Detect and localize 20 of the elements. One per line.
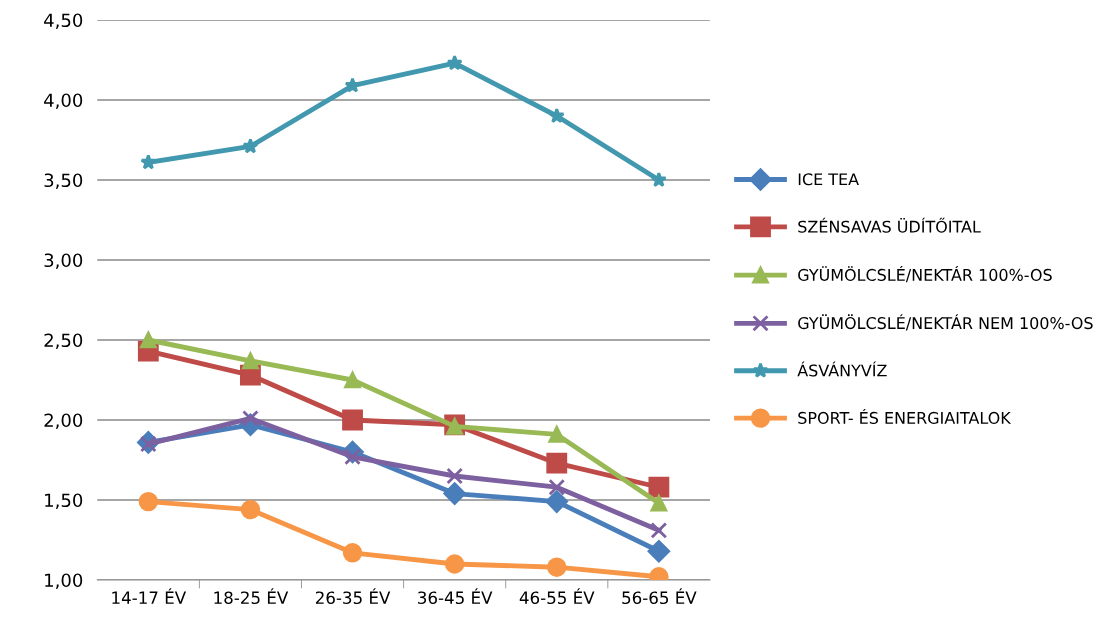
legend-label: SZÉNSAVAS ÜDÍTŐITAL — [798, 217, 981, 233]
x-tick-label: 18-25 ÉV — [214, 588, 289, 605]
legend-label: ÁSVÁNYVÍZ — [797, 361, 887, 377]
legend-label: ICE TEA — [798, 173, 859, 186]
y-tick-label: 1,00 — [45, 573, 83, 589]
y-tick-label: 3,50 — [44, 173, 83, 189]
y-tick-label: 3,00 — [44, 253, 83, 269]
legend-label: GYÜMÖLCSLÉ/NEKTÁR 100%-OS — [798, 265, 1052, 283]
y-tick-label: 4,00 — [44, 93, 83, 109]
y-tick-label: 2,50 — [44, 333, 83, 349]
y-tick-label: 4,50 — [44, 13, 83, 29]
y-tick-label: 1,50 — [45, 493, 83, 509]
x-tick-label: 46-55 ÉV — [519, 588, 595, 605]
x-tick-label: 14-17 ÉV — [112, 588, 187, 604]
legend-label: SPORT- ÉS ENERGIAITALOK — [798, 408, 1012, 424]
x-tick-label: 36-45 ÉV — [418, 588, 493, 605]
x-tick-label: 26-35 ÉV — [315, 588, 391, 605]
y-tick-label: 2,00 — [44, 413, 83, 429]
legend-label: GYÜMÖLCSLÉ/NEKTÁR NEM 100%-OS — [798, 314, 1093, 331]
x-tick-label: 56-65 ÉV — [622, 588, 697, 605]
